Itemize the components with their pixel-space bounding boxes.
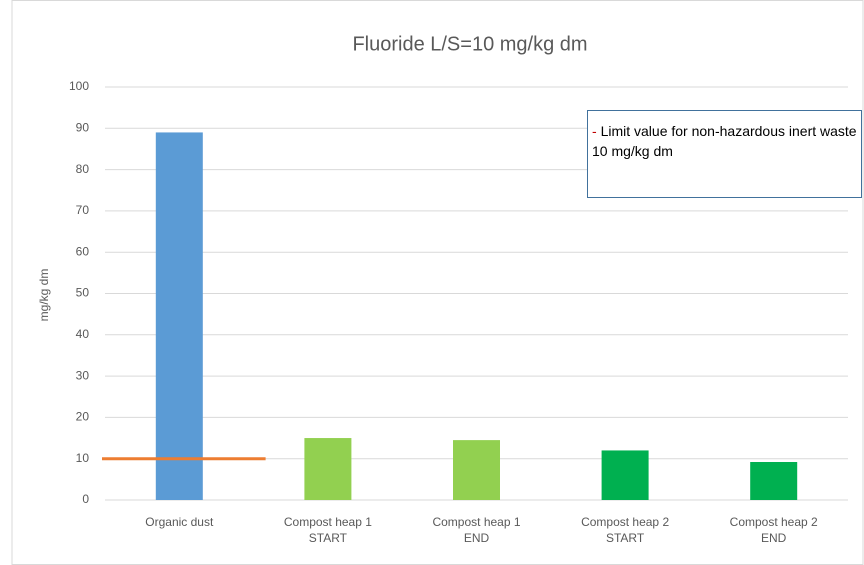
x-tick-label-box: Compost heap 2 END	[729, 515, 818, 545]
annotation: - Limit value for non-hazardous inert wa…	[587, 110, 862, 198]
y-axis-label: mg/kg dm	[37, 269, 51, 322]
x-tick-label-box: Compost heap 1 END	[432, 515, 521, 545]
y-tick-label: 40	[76, 327, 90, 341]
x-tick-label-box: Compost heap 2 START	[581, 515, 670, 545]
y-tick-label: 60	[76, 244, 90, 258]
y-tick-label: 80	[76, 162, 90, 176]
bar	[750, 462, 798, 500]
chart-title: Fluoride L/S=10 mg/kg dm	[352, 33, 587, 55]
x-tick-label-box: Compost heap 1 START	[283, 515, 372, 545]
x-tick-label: Compost heap 1 END	[432, 515, 521, 545]
bar	[304, 438, 352, 500]
chart-border	[11, 0, 864, 565]
x-tick-label: Organic dust	[145, 515, 214, 529]
x-tick-label-box: Organic dust	[145, 515, 214, 529]
y-tick-label: 50	[76, 286, 90, 300]
y-tick-label: 100	[69, 79, 89, 93]
y-tick-label: 10	[76, 451, 90, 465]
y-tick-label: 90	[76, 120, 90, 134]
annotation-box: - Limit value for non-hazardous inert wa…	[587, 110, 862, 198]
x-tick-label: Compost heap 2 START	[581, 515, 670, 545]
annotation-marker: -	[592, 123, 597, 139]
x-tick-label: Compost heap 1 START	[283, 515, 372, 545]
bar	[601, 450, 649, 500]
x-tick-label: Compost heap 2 END	[729, 515, 818, 545]
y-tick-label: 0	[82, 492, 89, 506]
y-tick-label: 20	[76, 410, 90, 424]
y-tick-label: 70	[76, 203, 90, 217]
y-tick-label: 30	[76, 368, 90, 382]
bar	[155, 132, 203, 500]
bar	[453, 440, 500, 500]
annotation-text: Limit value for non-hazardous inert wast…	[592, 123, 857, 159]
